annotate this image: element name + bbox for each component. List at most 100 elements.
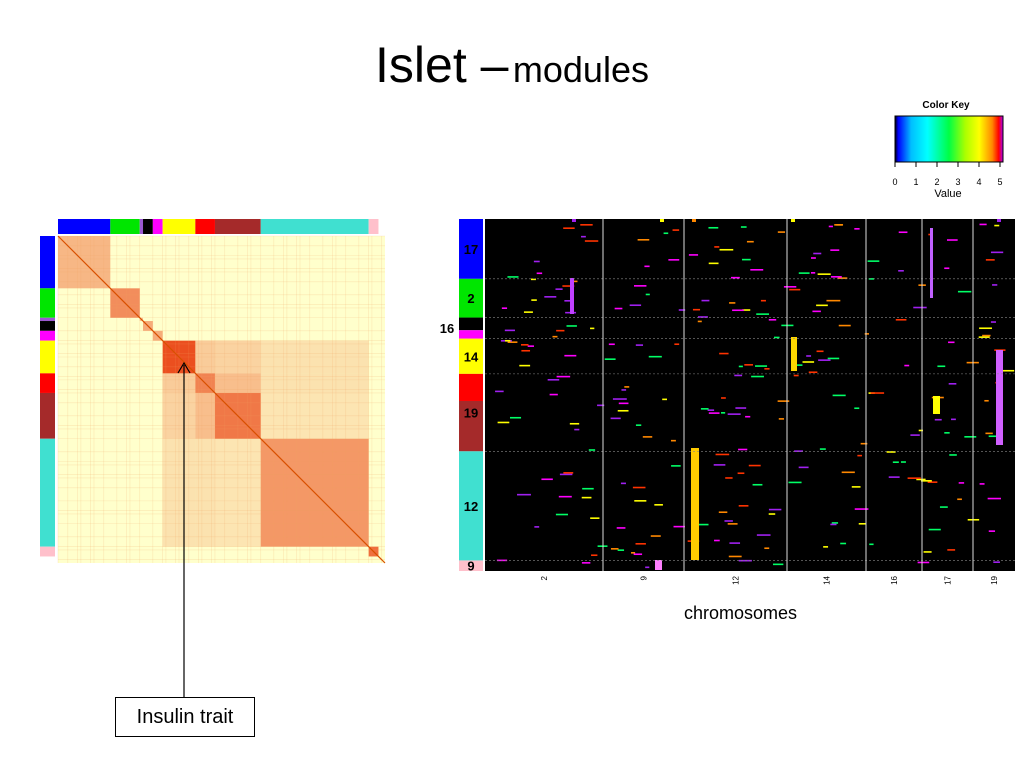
eqtl-module-bar-turquoise bbox=[459, 451, 483, 561]
eqtl-hit bbox=[610, 417, 621, 420]
eqtl-hit bbox=[714, 246, 720, 248]
eqtl-hit bbox=[556, 375, 571, 378]
eqtl-hit bbox=[735, 407, 747, 409]
eqtl-hotspot bbox=[933, 396, 940, 414]
eqtl-x-ticks: 2 9 12 14 16 17 19 bbox=[540, 575, 999, 584]
eqtl-hit bbox=[895, 318, 907, 321]
color-key-label: Value bbox=[934, 188, 961, 200]
eqtl-hit bbox=[755, 365, 768, 367]
insulin-arrow bbox=[177, 361, 191, 697]
eqtl-hit bbox=[823, 546, 829, 548]
eqtl-hit bbox=[860, 442, 868, 445]
eqtl-top-marker bbox=[997, 219, 1001, 222]
eqtl-hit bbox=[725, 477, 733, 479]
heatmap-cross-block bbox=[195, 392, 215, 439]
module-bar-magenta bbox=[152, 219, 163, 234]
eqtl-hit bbox=[590, 327, 595, 330]
eqtl-top-marker bbox=[692, 219, 696, 222]
eqtl-hit bbox=[978, 336, 990, 338]
eqtl-hit bbox=[864, 333, 869, 335]
eqtl-hit bbox=[958, 482, 965, 484]
x-axis-label: chromosomes bbox=[684, 603, 798, 623]
eqtl-hit bbox=[910, 434, 920, 436]
eqtl-hit bbox=[633, 285, 647, 287]
eqtl-hit bbox=[837, 277, 848, 279]
eqtl-hit bbox=[564, 354, 577, 357]
eqtl-hit bbox=[826, 299, 841, 302]
eqtl-hit bbox=[635, 424, 642, 426]
eqtl-hit bbox=[812, 310, 821, 313]
eqtl-hit bbox=[777, 231, 786, 233]
eqtl-hit bbox=[768, 508, 782, 511]
module-bar-yellow bbox=[40, 340, 55, 374]
eqtl-hit bbox=[783, 286, 797, 288]
module-bar-black bbox=[40, 321, 55, 331]
eqtl-hit bbox=[581, 496, 592, 499]
color-key-gradient bbox=[894, 115, 1004, 163]
eqtl-module-bar-yellow bbox=[459, 338, 483, 374]
eqtl-row-label: 2 bbox=[467, 291, 474, 306]
eqtl-hit bbox=[917, 561, 930, 564]
eqtl-hit bbox=[547, 378, 560, 381]
eqtl-hit bbox=[982, 334, 991, 337]
eqtl-hit bbox=[708, 262, 719, 265]
eqtl-hit bbox=[854, 508, 869, 510]
eqtl-hit bbox=[530, 278, 536, 281]
eqtl-hit bbox=[697, 316, 708, 318]
eqtl-hit bbox=[756, 534, 771, 536]
eqtl-background bbox=[485, 219, 1015, 571]
heatmap-cross-block bbox=[214, 438, 261, 547]
eqtl-hit bbox=[789, 288, 801, 291]
eqtl-hit bbox=[939, 506, 948, 508]
heatmap-cross-block bbox=[162, 392, 196, 439]
eqtl-hit bbox=[582, 487, 594, 490]
eqtl-hit bbox=[979, 327, 992, 330]
eqtl-hit bbox=[541, 478, 553, 481]
eqtl-module-bar bbox=[459, 219, 483, 571]
module-heatmap bbox=[40, 219, 386, 564]
eqtl-hit bbox=[738, 448, 748, 451]
eqtl-hit bbox=[534, 526, 540, 528]
eqtl-row-label: 17 bbox=[464, 242, 478, 257]
eqtl-hit bbox=[773, 336, 780, 339]
heatmap-cross-block bbox=[195, 340, 215, 374]
eqtl-hit bbox=[635, 543, 646, 545]
eqtl-hit bbox=[979, 223, 987, 226]
eqtl-hit bbox=[740, 226, 747, 228]
eqtl-hit bbox=[580, 224, 593, 226]
eqtl-row-label: 9 bbox=[467, 559, 474, 574]
eqtl-hit bbox=[730, 276, 740, 279]
eqtl-hit bbox=[937, 365, 946, 368]
eqtl-hit bbox=[501, 307, 508, 309]
eqtl-hit bbox=[854, 407, 860, 410]
eqtl-hit bbox=[556, 329, 565, 332]
eqtl-hit bbox=[610, 548, 619, 550]
eqtl-hit bbox=[724, 520, 733, 522]
eqtl-hit bbox=[555, 513, 568, 516]
eqtl-hit bbox=[637, 238, 650, 241]
heatmap-cross-block bbox=[162, 373, 196, 393]
eqtl-hit bbox=[654, 504, 663, 506]
eqtl-hit bbox=[827, 357, 840, 360]
insulin-trait-callout: Insulin trait bbox=[115, 697, 255, 737]
eqtl-row-labels: 17 2 16 14 19 12 9 bbox=[440, 242, 479, 574]
eqtl-hit bbox=[581, 235, 586, 238]
eqtl-hit bbox=[898, 231, 908, 234]
eqtl-hit bbox=[951, 418, 956, 421]
module-bar-red bbox=[40, 373, 55, 393]
eqtl-x-tick: 19 bbox=[990, 575, 999, 584]
eqtl-x-tick: 14 bbox=[823, 575, 832, 584]
eqtl-hit bbox=[562, 285, 575, 287]
eqtl-hit bbox=[810, 257, 816, 259]
eqtl-hit bbox=[674, 343, 680, 346]
eqtl-hit bbox=[621, 389, 627, 391]
eqtl-hit bbox=[828, 225, 833, 228]
eqtl-row-label: 19 bbox=[464, 406, 478, 421]
eqtl-hit bbox=[533, 260, 540, 263]
eqtl-hit bbox=[544, 296, 557, 298]
eqtl-top-marker bbox=[791, 219, 795, 222]
eqtl-hit bbox=[923, 551, 932, 553]
eqtl-hit bbox=[788, 481, 802, 484]
eqtl-hit bbox=[1000, 369, 1015, 372]
eqtl-hit bbox=[720, 412, 726, 414]
